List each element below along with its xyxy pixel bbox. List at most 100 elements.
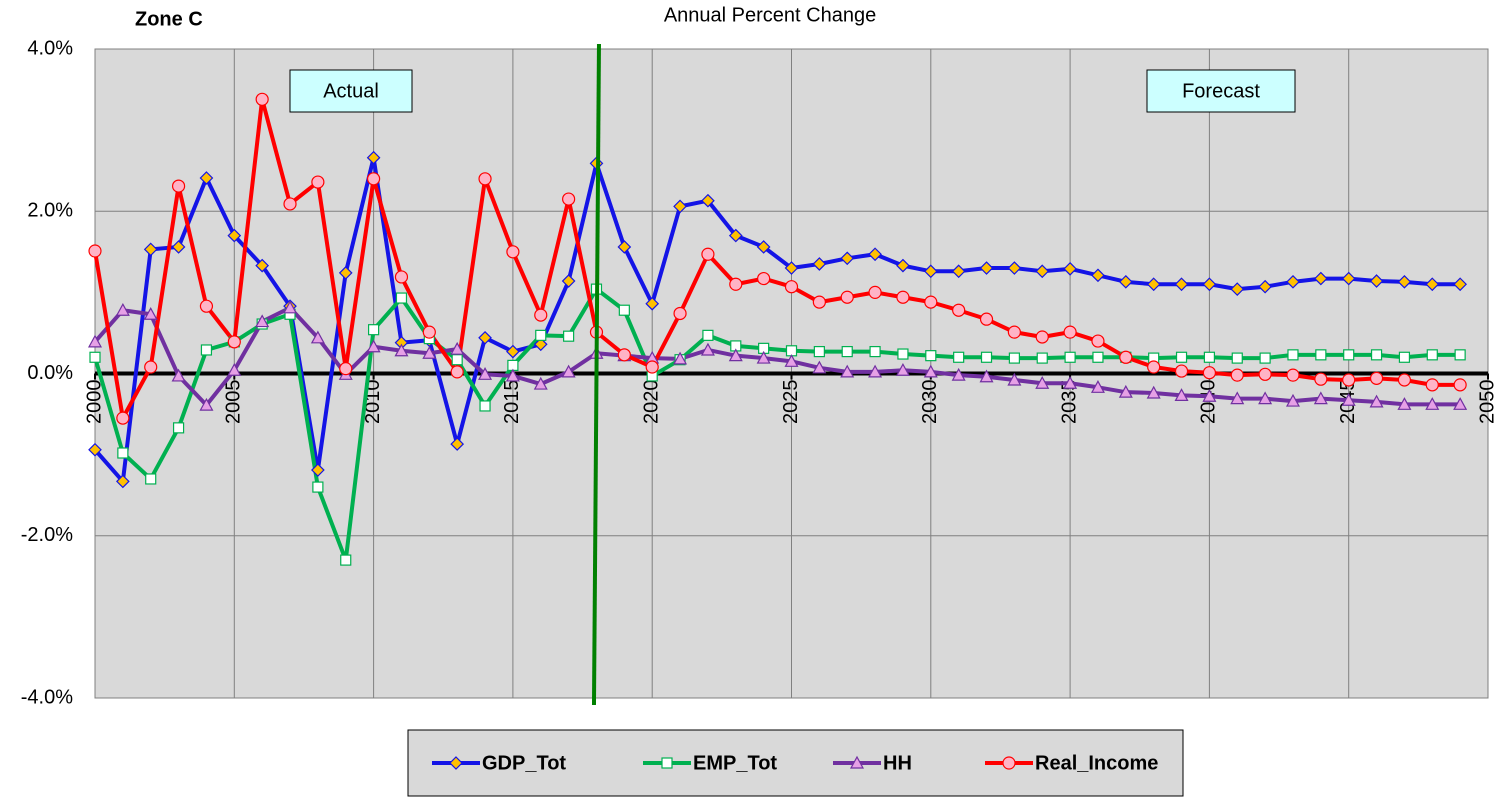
data-point: [757, 271, 771, 286]
data-point: [868, 364, 883, 378]
data-point: [1146, 277, 1161, 292]
data-point: [840, 251, 855, 266]
data-point: [88, 244, 102, 258]
data-point: [1118, 274, 1133, 289]
data-point: [979, 369, 994, 383]
x-tick-label: 2035: [1058, 380, 1080, 425]
data-point: [506, 344, 520, 359]
data-point: [283, 300, 298, 314]
data-point: [1258, 391, 1273, 405]
data-point: [1315, 349, 1327, 361]
data-point: [172, 422, 185, 434]
data-point: [925, 350, 937, 362]
data-point: [1343, 349, 1355, 361]
data-point: [115, 302, 130, 316]
data-point: [450, 365, 464, 379]
legend-marker: [449, 756, 463, 770]
data-point: [1285, 393, 1300, 407]
data-point: [924, 295, 938, 309]
data-point: [1174, 364, 1189, 378]
data-point: [1369, 274, 1384, 288]
data-point: [478, 172, 492, 186]
data-point: [1259, 352, 1271, 364]
y-tick-label: -4.0%: [21, 686, 73, 708]
data-point: [1203, 351, 1216, 363]
data-point: [1007, 372, 1022, 386]
data-point: [1202, 277, 1217, 292]
data-point: [1174, 388, 1189, 402]
data-point: [561, 274, 576, 288]
annotation-box: [1146, 69, 1296, 113]
data-point: [1036, 352, 1048, 364]
chart-title: Annual Percent Change: [664, 4, 876, 26]
data-point: [505, 368, 520, 382]
data-point: [338, 266, 353, 280]
data-point: [1118, 384, 1133, 398]
data-point: [701, 193, 715, 208]
data-point: [951, 264, 966, 279]
data-point: [117, 447, 129, 459]
legend-label: GDP_Tot: [482, 752, 566, 774]
annotation-box: [289, 69, 413, 113]
divider-line: [591, 43, 601, 706]
data-point: [1426, 349, 1438, 361]
data-point: [784, 261, 799, 275]
data-point: [506, 245, 520, 259]
data-point: [701, 247, 715, 261]
data-point: [561, 364, 576, 378]
data-point: [534, 308, 548, 322]
data-point: [980, 351, 993, 363]
data-point: [1313, 391, 1328, 405]
data-point: [1064, 351, 1076, 363]
data-point: [1119, 350, 1133, 364]
data-point: [1202, 366, 1217, 380]
x-tick-label: 2015: [501, 380, 523, 425]
data-point: [813, 345, 825, 358]
data-point: [1007, 325, 1021, 339]
legend-label: EMP_Tot: [693, 752, 777, 774]
data-point: [756, 240, 771, 254]
data-point: [840, 364, 855, 378]
data-point: [171, 368, 186, 382]
data-point: [1425, 277, 1440, 292]
data-point: [1369, 371, 1384, 385]
data-point: [784, 280, 799, 294]
data-point: [1175, 351, 1188, 363]
data-point: [339, 362, 353, 376]
data-point: [1091, 268, 1105, 283]
data-point: [923, 364, 938, 378]
x-tick-label: 2005: [223, 380, 245, 425]
data-point: [1369, 394, 1384, 408]
annotation: Actual: [323, 80, 379, 102]
data-point: [1397, 397, 1412, 410]
data-point: [1092, 351, 1104, 363]
data-point: [368, 324, 380, 336]
data-point: [1091, 334, 1105, 348]
data-point: [702, 329, 714, 341]
data-point: [1453, 378, 1467, 392]
data-point: [1287, 349, 1299, 361]
data-point: [395, 292, 408, 304]
y-tick-label: 2.0%: [27, 200, 73, 222]
data-point: [784, 354, 799, 367]
data-point: [479, 400, 491, 412]
data-point: [143, 242, 158, 257]
data-point: [869, 345, 881, 358]
data-point: [1035, 330, 1049, 344]
data-point: [450, 341, 465, 355]
data-point: [673, 351, 688, 365]
data-point: [617, 348, 631, 362]
data-point: [200, 344, 213, 356]
data-point: [1398, 351, 1411, 363]
data-point: [979, 261, 994, 275]
data-point: [1230, 391, 1245, 405]
data-point: [1453, 397, 1468, 410]
data-point: [812, 295, 826, 309]
data-point: [394, 270, 409, 284]
y-tick-label: 0.0%: [27, 362, 73, 384]
data-point: [1146, 385, 1161, 399]
data-point: [450, 437, 465, 451]
data-point: [868, 247, 882, 262]
data-point: [1230, 282, 1245, 296]
